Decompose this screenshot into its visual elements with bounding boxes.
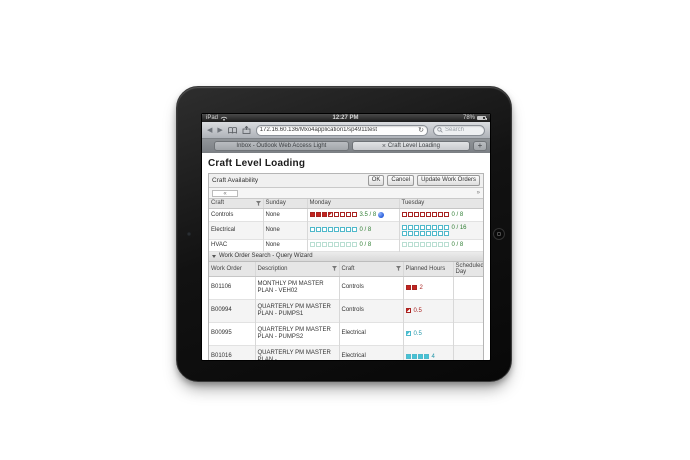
hour-blocks [405, 330, 412, 336]
tab-bar: Inbox - Outlook Web Access Light × Craft… [202, 139, 490, 153]
new-tab-button[interactable]: + [473, 141, 487, 151]
filter-icon[interactable] [255, 200, 261, 206]
hour-blocks [309, 227, 358, 232]
col-sunday: Sunday [263, 199, 308, 209]
availability-row-electrical: Electrical None 0 / 8 0 / 16 [209, 221, 483, 239]
work-order-row[interactable]: B01106 MONTHLY PM MASTER PLAN - VEH02 Co… [209, 276, 483, 299]
pager-prev-button[interactable]: « [212, 189, 238, 197]
col-scheduled-day: Scheduled Day [455, 262, 484, 275]
battery-icon [477, 116, 487, 120]
hour-blocks [309, 211, 358, 217]
ok-button[interactable]: OK [367, 175, 385, 186]
col-description: Description [257, 265, 288, 272]
tab-inbox-outlook[interactable]: Inbox - Outlook Web Access Light [214, 141, 349, 151]
hour-blocks [309, 242, 358, 247]
status-bar: iPad 12:27 PM 78% [202, 114, 490, 122]
reload-icon[interactable]: ↻ [418, 126, 424, 134]
battery-percent: 78% [462, 115, 475, 121]
search-input[interactable] [445, 127, 481, 133]
hour-blocks [401, 242, 450, 247]
col-craft: Craft [211, 200, 225, 207]
work-order-row[interactable]: B00994 QUARTERLY PM MASTER PLAN - PUMPS1… [209, 299, 483, 322]
filter-icon[interactable] [395, 266, 401, 271]
search-icon [437, 127, 443, 133]
filter-icon[interactable] [331, 266, 337, 271]
availability-row-hvac: HVAC None 0 / 8 0 / 8 [209, 239, 483, 251]
col-monday: Monday [307, 199, 400, 209]
address-bar[interactable]: ↻ [255, 124, 428, 136]
forward-button[interactable]: ▶ [217, 126, 223, 134]
hour-blocks [405, 284, 418, 290]
col-planned-hours: Planned Hours [403, 261, 454, 277]
url-input[interactable] [259, 127, 417, 133]
screen: iPad 12:27 PM 78% ◀ ▶ [201, 113, 491, 361]
update-work-orders-button[interactable]: Update Work Orders [417, 175, 480, 186]
page-content: Craft Level Loading Craft Availability O… [202, 153, 490, 360]
craft-availability-table: Craft Sunday Monday Tuesday Controls Non… [209, 199, 483, 252]
col-craft: Craft [341, 265, 355, 272]
col-tuesday: Tuesday [399, 199, 483, 209]
cancel-button[interactable]: Cancel [387, 175, 415, 186]
app-panel: Craft Availability OK Cancel Update Work… [208, 173, 484, 360]
hour-blocks [405, 353, 430, 359]
collapse-twisty-icon [212, 254, 216, 258]
tab-close-icon[interactable]: × [381, 142, 386, 150]
wifi-icon [220, 116, 228, 121]
share-icon[interactable] [242, 126, 251, 134]
page-title: Craft Level Loading [208, 158, 306, 169]
work-order-table: Work Order Description Craft Planned Hou… [209, 261, 484, 360]
availability-row-controls: Controls None 3.5 / 8 0 / 8 [209, 208, 483, 221]
hour-blocks [401, 211, 450, 217]
ipad-device: iPad 12:27 PM 78% ◀ ▶ [176, 86, 512, 382]
tab-craft-level-loading[interactable]: × Craft Level Loading [351, 141, 470, 151]
pager-next-button[interactable]: » [476, 190, 480, 196]
clock: 12:27 PM [332, 115, 359, 121]
section-label-craft-availability: Craft Availability [212, 177, 259, 184]
work-order-row[interactable]: B00995 QUARTERLY PM MASTER PLAN - PUMPS2… [209, 322, 483, 345]
info-icon[interactable] [378, 211, 385, 218]
week-pager: « » [209, 188, 483, 199]
carrier-label: iPad [206, 115, 219, 121]
search-field[interactable] [433, 124, 485, 136]
hour-blocks [401, 224, 450, 236]
home-button[interactable] [493, 228, 505, 240]
bookmarks-icon[interactable] [227, 126, 237, 134]
work-order-search-section[interactable]: Work Order Search - Query Wizard [209, 251, 483, 262]
work-order-row[interactable]: B01016 QUARTERLY PM MASTER PLAN - Electr… [209, 345, 483, 360]
front-camera-icon [187, 232, 191, 236]
hour-blocks [405, 307, 412, 313]
col-work-order: Work Order [209, 261, 256, 277]
back-button[interactable]: ◀ [207, 126, 213, 134]
browser-toolbar: ◀ ▶ ↻ [202, 122, 490, 139]
craft-availability-toolbar: Craft Availability OK Cancel Update Work… [209, 174, 483, 188]
